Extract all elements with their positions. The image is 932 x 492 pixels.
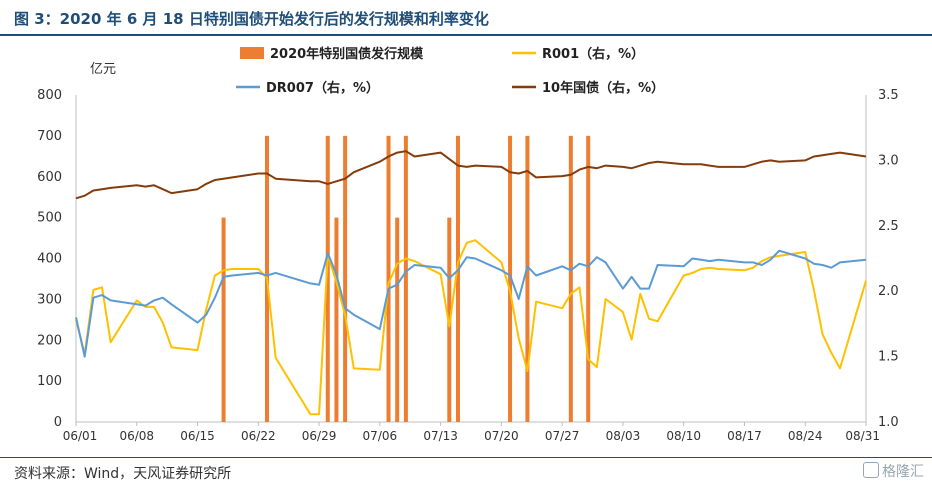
x-tick-label: 06/22 <box>241 429 276 443</box>
legend-label-cgb10: 10年国债（右，%） <box>542 80 664 96</box>
dr007-line <box>75 249 867 358</box>
x-tick-label: 06/15 <box>180 429 215 443</box>
y-left-tick-label: 0 <box>54 415 62 430</box>
legend-label-bars: 2020年特别国债发行规模 <box>270 46 424 62</box>
bar <box>455 135 460 422</box>
bar <box>395 217 400 422</box>
x-tick-label: 08/31 <box>845 429 880 443</box>
y-left-tick-label: 100 <box>37 374 62 389</box>
y-right-tick-label: 1.0 <box>878 415 899 430</box>
bar <box>525 135 530 422</box>
y-left-unit: 亿元 <box>90 62 116 77</box>
chart: 0 100 200 300 400 500 600 700 800 1.0 1.5 2.0 2.5 3.0… <box>37 46 899 443</box>
watermark-icon <box>863 462 879 478</box>
legend-label-dr007: DR007（右，%） <box>266 80 379 96</box>
source-rule <box>0 457 932 458</box>
x-tick-label: 08/10 <box>666 429 701 443</box>
y-left-tick-label: 400 <box>37 252 62 267</box>
legend-swatch-bars <box>240 47 264 59</box>
legend: 2020年特别国债发行规模 R001（右，%） DR007（右，%） 10年国债（右，… <box>236 46 664 96</box>
bar <box>343 135 348 422</box>
y-left-tick-label: 300 <box>37 292 62 307</box>
watermark: 格隆汇 <box>863 461 924 481</box>
y-right-tick-label: 2.0 <box>878 284 899 299</box>
bar <box>386 135 391 422</box>
watermark-text: 格隆汇 <box>882 464 924 480</box>
bar <box>508 135 513 422</box>
x-tick-label: 08/03 <box>606 429 641 443</box>
x-tick-label: 08/17 <box>727 429 762 443</box>
y-left-tick-label: 600 <box>37 170 62 185</box>
x-tick-label: 06/01 <box>63 429 98 443</box>
x-tick-label: 06/08 <box>119 429 154 443</box>
bar <box>334 217 339 422</box>
axes: 0 100 200 300 400 500 600 700 800 1.0 1.5 2.0 2.5 3.0… <box>37 88 899 443</box>
y-left-tick-label: 200 <box>37 333 62 348</box>
y-right-tick-label: 3.0 <box>878 153 899 168</box>
r001-line <box>75 239 867 416</box>
figure-title: 图 3：2020 年 6 月 18 日特别国债开始发行后的发行规模和利率变化 <box>14 10 489 28</box>
line-series <box>75 150 867 416</box>
source-note: 资料来源：Wind，天风证券研究所 <box>14 466 232 482</box>
y-right-tick-label: 2.5 <box>878 219 899 234</box>
x-tick-label: 07/06 <box>363 429 398 443</box>
bar <box>325 135 330 422</box>
x-tick-label: 07/27 <box>545 429 580 443</box>
x-tick-label: 07/13 <box>423 429 458 443</box>
y-right-tick-label: 1.5 <box>878 350 899 365</box>
y-left-tick-label: 500 <box>37 211 62 226</box>
bar <box>221 217 226 422</box>
bar <box>586 135 591 422</box>
y-right-tick-label: 3.5 <box>878 88 899 103</box>
x-tick-label: 08/24 <box>788 429 823 443</box>
y-left-tick-label: 800 <box>37 88 62 103</box>
x-tick-label: 07/20 <box>484 429 519 443</box>
title-rule <box>0 34 932 36</box>
bar <box>403 135 408 422</box>
legend-label-r001: R001（右，%） <box>542 46 644 62</box>
x-tick-label: 06/29 <box>302 429 337 443</box>
y-left-tick-label: 700 <box>37 129 62 144</box>
cgb10-line <box>75 150 867 200</box>
bar <box>568 135 573 422</box>
